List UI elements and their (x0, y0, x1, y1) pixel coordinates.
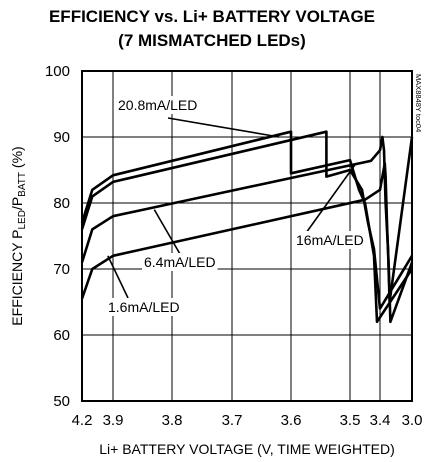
annotation-bg (142, 253, 218, 271)
annotations: 20.8mA/LED 16mA/LED 6.4mA/LED 1.6mA/LED (106, 96, 366, 316)
x-tick-label: 4.2 (72, 412, 93, 429)
series-line-2 (80, 130, 414, 310)
annotation-leader (305, 162, 357, 234)
y-tick-label: 60 (53, 327, 70, 344)
chart-title-line-1: EFFICIENCY vs. Li+ BATTERY VOLTAGE (49, 7, 375, 26)
x-tick-label: 3.8 (162, 412, 183, 429)
annotation-leader (167, 117, 280, 138)
annotation-label: 1.6mA/LED (108, 299, 180, 315)
y-tick-label: 70 (53, 261, 70, 278)
annotation-label: 20.8mA/LED (118, 97, 197, 113)
x-tick-label: 3.5 (340, 412, 361, 429)
series-lines (80, 130, 414, 324)
y-tick-label: 100 (45, 63, 70, 80)
y-tick-label: 90 (53, 129, 70, 146)
x-tick-label: 3.0 (402, 412, 423, 429)
annotation-leader (107, 255, 129, 299)
series-line-1 (80, 130, 414, 324)
x-axis-label: Li+ BATTERY VOLTAGE (V, TIME WEIGHTED) (99, 441, 395, 457)
watermark: MAX8848Y toc04 (414, 74, 423, 132)
y-tick-label: 50 (53, 393, 70, 410)
x-tick-label: 3.9 (103, 412, 124, 429)
x-tick-label: 3.4 (370, 412, 391, 429)
chart-title-line-2: (7 MISMATCHED LEDs) (118, 31, 306, 50)
y-tick-labels: 50 60 70 80 90 100 (45, 63, 70, 410)
series-line-3 (80, 135, 414, 304)
annotation-bg (106, 298, 182, 316)
annotation-label: 6.4mA/LED (144, 254, 216, 270)
annotation-bg (116, 96, 200, 114)
y-axis-label: EFFICIENCY PLED/PBATT (%) (9, 146, 28, 325)
x-tick-label: 3.7 (222, 412, 243, 429)
x-tick-label: 3.6 (281, 412, 302, 429)
annotation-label: 16mA/LED (296, 232, 364, 248)
x-tick-labels: 4.2 3.9 3.8 3.7 3.6 3.5 3.4 3.0 (72, 412, 423, 429)
plot-frame (81, 70, 413, 402)
y-tick-label: 80 (53, 195, 70, 212)
annotation-leader (153, 209, 181, 255)
annotation-bg (294, 231, 366, 249)
